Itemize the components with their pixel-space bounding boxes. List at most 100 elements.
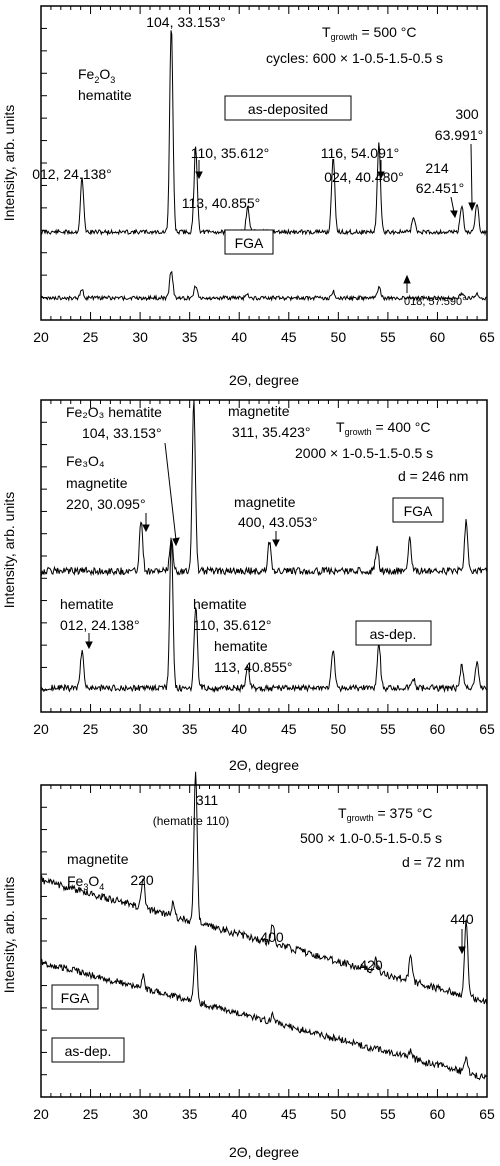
x-tick-label: 60 [430,721,446,737]
peak-annotation: 116, 54.091° [321,145,400,161]
info-line: d = 72 nm [402,854,465,870]
x-tick-label: 40 [231,721,247,737]
x-axis-label: 2Θ, degree [229,757,299,773]
legend-label: as-deposited [248,101,328,117]
y-axis-label: Intensity, arb. units [1,105,17,221]
peak-annotation: hematite [60,596,114,612]
x-tick-label: 65 [479,1106,495,1122]
x-tick-label: 25 [83,1106,99,1122]
peak-annotation: 113, 40.855° [182,195,261,211]
x-tick-label: 40 [231,1106,247,1122]
peak-annotation: 440 [450,911,474,927]
x-tick-label: 35 [182,329,198,345]
legend-box [224,95,352,121]
x-tick-label: 20 [33,1106,49,1122]
x-ticks: 20 25 30 35 40 45 50 55 60 65 [33,400,495,737]
x-tick-label: 65 [479,329,495,345]
peak-annotation: 113, 40.855° [214,659,293,675]
peak-annotation: 110, 35.612° [193,617,272,633]
material-formula: Fe2O3 [78,66,115,85]
x-tick-label: 45 [281,329,297,345]
material-name: hematite [78,87,132,103]
peak-annotation: Fe₃O₄ [66,453,105,469]
peak-annotation: 104, 33.153° [146,14,226,30]
peak-annotation: magnetite [228,403,290,419]
annotation-arrows [195,143,476,293]
x-tick-label: 20 [33,329,49,345]
x-tick-label: 60 [430,1106,446,1122]
legend-label: FGA [235,235,264,251]
peak-annotation: 104, 33.153° [82,425,162,441]
peak-annotation: 311 [196,792,219,808]
x-tick-label: 35 [182,1106,198,1122]
x-tick-label: 30 [132,329,148,345]
growth-temperature: Tgrowth = 400 °C [336,419,431,437]
peak-annotation: 220, 30.095° [66,496,146,512]
series-line-as-dep- [40,945,488,1081]
peak-annotation: 220 [130,872,154,888]
x-tick-label: 50 [331,1106,347,1122]
peak-annotation: 400 [260,929,284,945]
y-ticks [41,27,47,299]
panel-2: Intensity, arb. units 20 25 30 35 40 45 50 55 60… [1,399,495,773]
annotation-arrows [458,929,466,955]
panel-1: Intensity, arb. units 20 25 30 35 40 45 50 55 60… [1,5,495,388]
x-tick-label: 50 [331,329,347,345]
x-tick-label: 25 [83,329,99,345]
y-axis-label: Intensity, arb. units [1,877,17,993]
annotation-arrows [85,442,280,650]
info-line: 500 × 1.0-0.5-1.5-0.5 s [300,830,442,846]
x-tick-label: 30 [132,1106,148,1122]
x-ticks: 20 25 30 35 40 45 50 55 60 65 [33,785,495,1122]
peak-annotation: hematite [214,638,268,654]
peak-annotation: (hematite 110) [153,814,229,828]
legend-label: as-dep. [370,626,417,642]
y-ticks [41,421,47,691]
legend-box [224,229,274,255]
series-line-fga [40,771,488,1005]
series-lines [40,399,488,694]
peak-annotation: Fe₂O₃ hematite [66,404,162,420]
series-line-as-dep- [40,537,488,694]
series-line-fga [40,399,488,577]
peak-annotation: 012, 24.138° [32,166,112,182]
x-axis-label: 2Θ, degree [229,1144,299,1160]
peak-annotation: magnetite [66,475,128,491]
x-tick-label: 30 [132,721,148,737]
x-tick-label: 25 [83,721,99,737]
x-tick-label: 40 [231,329,247,345]
x-tick-label: 50 [331,721,347,737]
x-ticks: 20 25 30 35 40 45 50 55 60 65 [33,6,495,345]
info-line: d = 246 nm [398,468,468,484]
info-line: 2000 × 1-0.5-1.5-0.5 s [295,445,433,461]
peak-annotation: 420 [359,957,383,973]
peak-annotation: 400, 43.053° [238,514,318,530]
x-axis-label: 2Θ, degree [229,372,299,388]
legend-label: FGA [61,990,90,1006]
peak-annotation: 018, 57.590° [404,296,467,308]
legend-box [392,497,444,523]
peak-annotation: 62.451° [416,180,464,196]
peak-annotation: 012, 24.138° [60,617,140,633]
x-tick-label: 55 [380,1106,396,1122]
peak-annotation: 311, 35.423° [232,424,311,440]
x-tick-label: 45 [281,1106,297,1122]
peak-annotation: hematite [193,596,247,612]
x-tick-label: 45 [281,721,297,737]
legend-label: FGA [404,503,433,519]
x-tick-label: 35 [182,721,198,737]
y-ticks [41,806,47,1076]
material-name: magnetite [67,851,129,867]
legend-label: as-dep. [65,1043,112,1059]
series-lines [40,771,488,1081]
panel-3: Intensity, arb. units 20 25 30 35 40 45 50 55 60… [1,771,495,1160]
peak-annotation: 214 [425,160,449,176]
series-line-fga [40,270,487,302]
growth-temperature: Tgrowth = 375 °C [338,805,433,823]
peak-annotation: 110, 35.612° [191,145,270,161]
info-line: cycles: 600 × 1-0.5-1.5-0.5 s [266,50,443,66]
x-tick-label: 60 [430,329,446,345]
peak-annotation: magnetite [234,494,296,510]
legend-box [51,1037,125,1063]
